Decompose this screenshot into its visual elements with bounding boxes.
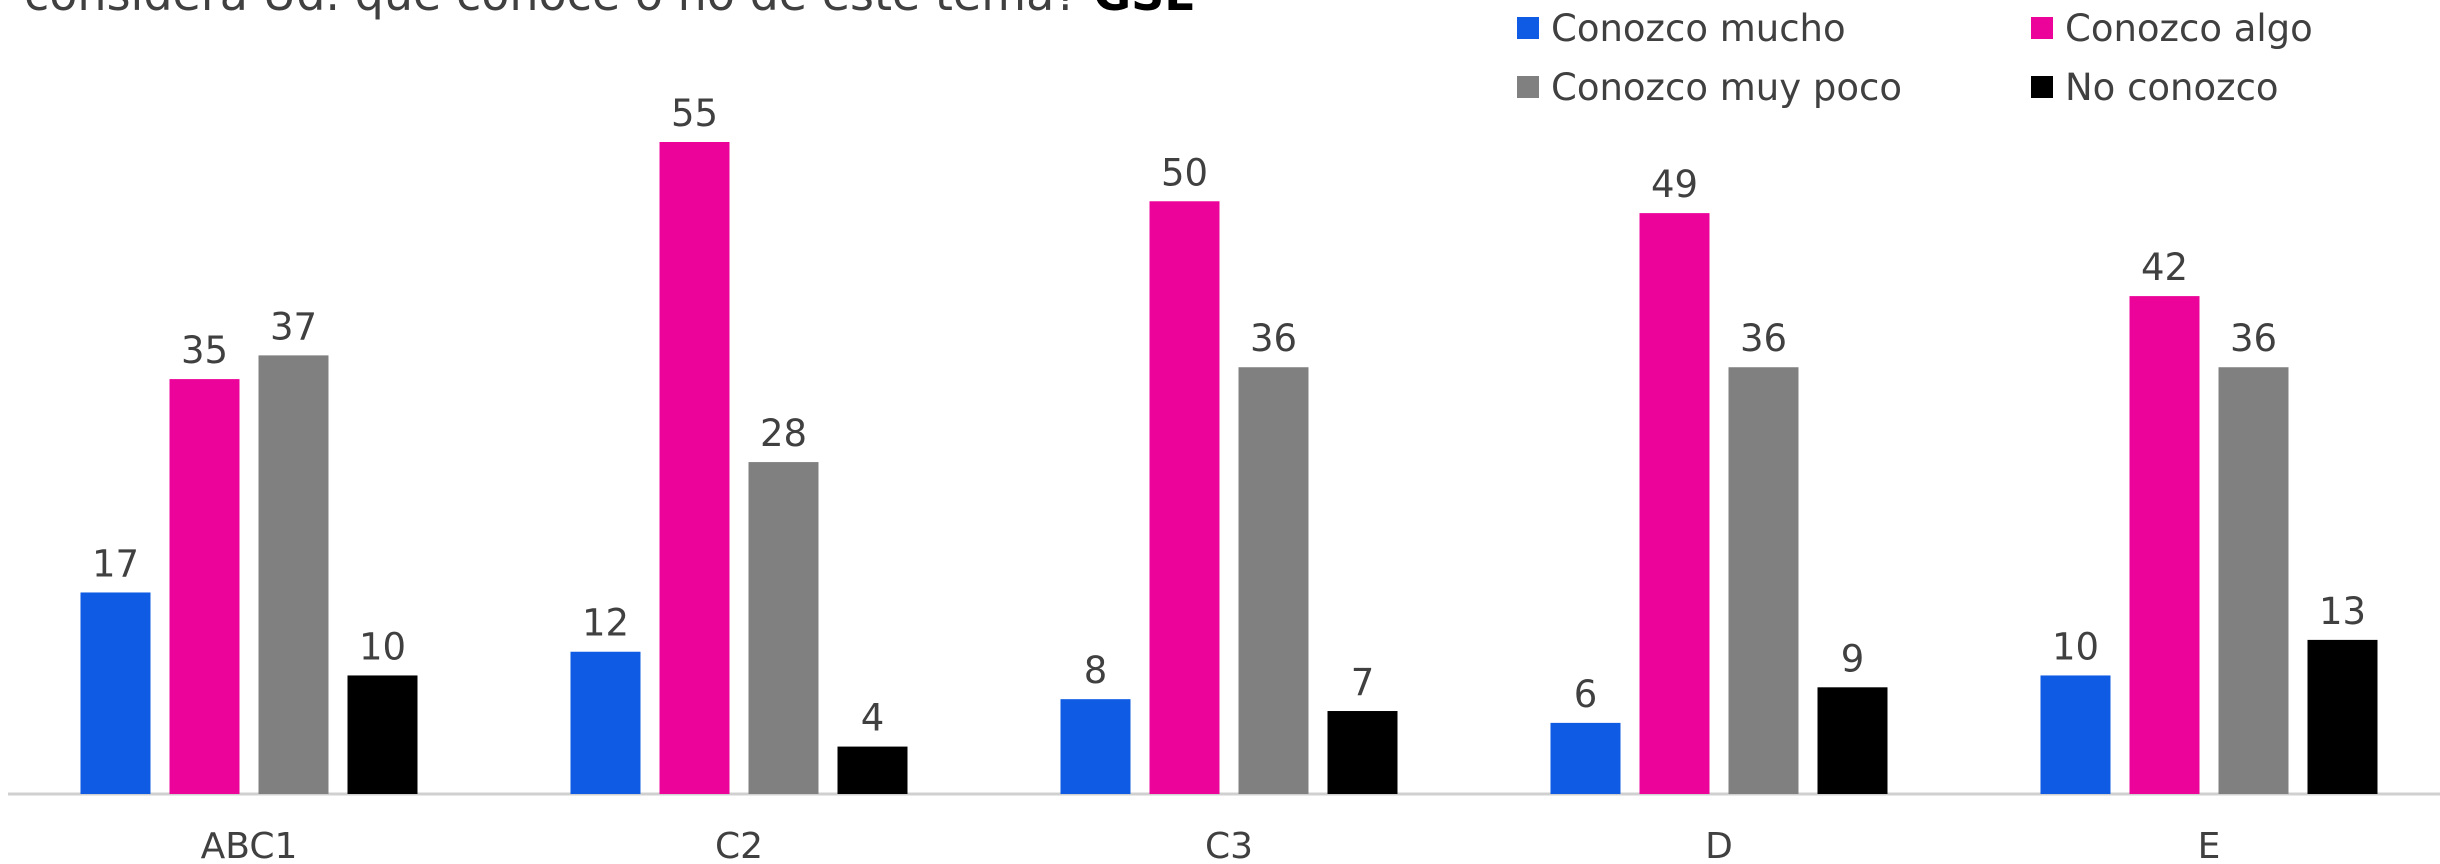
x-tick-label: D	[1705, 826, 1733, 864]
title-text: considera Ud. que conoce o no de este te…	[24, 0, 1079, 21]
data-label: 36	[1250, 317, 1297, 360]
x-tick-label: E	[2198, 826, 2221, 864]
title-bold: GSE	[1093, 0, 1195, 21]
bar	[748, 462, 819, 794]
data-label: 10	[359, 625, 406, 668]
bar	[1327, 711, 1398, 794]
data-label: 8	[1084, 649, 1108, 692]
bar	[837, 746, 908, 794]
bar	[1728, 367, 1799, 794]
data-label: 12	[582, 602, 629, 645]
data-label: 49	[1651, 163, 1698, 206]
bar	[2129, 296, 2200, 794]
legend-label: Conozco mucho	[1551, 7, 1846, 50]
bar	[570, 651, 641, 794]
data-label: 35	[181, 329, 228, 372]
data-label: 9	[1841, 637, 1865, 680]
legend-swatch	[1517, 76, 1539, 98]
bar	[169, 379, 240, 794]
legend-swatch	[2031, 76, 2053, 98]
bar	[1639, 213, 1710, 795]
legend-swatch	[2031, 17, 2053, 39]
x-tick-label: C3	[1205, 826, 1253, 864]
bar	[1238, 367, 1309, 794]
bar	[659, 142, 730, 794]
data-label: 36	[1740, 317, 1787, 360]
x-tick-label: ABC1	[201, 826, 298, 864]
data-label: 10	[2052, 625, 2099, 668]
bar	[1149, 201, 1220, 795]
bar	[80, 592, 151, 794]
legend-label: No conozco	[2065, 66, 2279, 109]
data-label: 37	[270, 305, 317, 348]
data-label: 42	[2141, 246, 2188, 289]
data-label: 13	[2319, 590, 2366, 633]
data-label: 6	[1574, 673, 1598, 716]
bar	[347, 675, 418, 794]
bar	[258, 355, 329, 794]
data-label: 4	[861, 697, 885, 740]
bar	[2307, 639, 2378, 794]
data-label: 50	[1161, 151, 1208, 194]
x-tick-label: C2	[715, 826, 763, 864]
bar	[2040, 675, 2111, 794]
bar	[2218, 367, 2289, 794]
chart-title: considera Ud. que conoce o no de este te…	[24, 0, 1196, 21]
bar	[1550, 722, 1621, 794]
legend-label: Conozco algo	[2065, 7, 2313, 50]
data-label: 28	[760, 412, 807, 455]
data-label: 7	[1351, 661, 1375, 704]
legend-label: Conozco muy poco	[1551, 66, 1902, 109]
legend-swatch	[1517, 17, 1539, 39]
data-label: 36	[2230, 317, 2277, 360]
data-label: 17	[92, 542, 139, 585]
bar	[1817, 687, 1888, 794]
data-label: 55	[671, 92, 718, 135]
bar	[1060, 699, 1131, 794]
